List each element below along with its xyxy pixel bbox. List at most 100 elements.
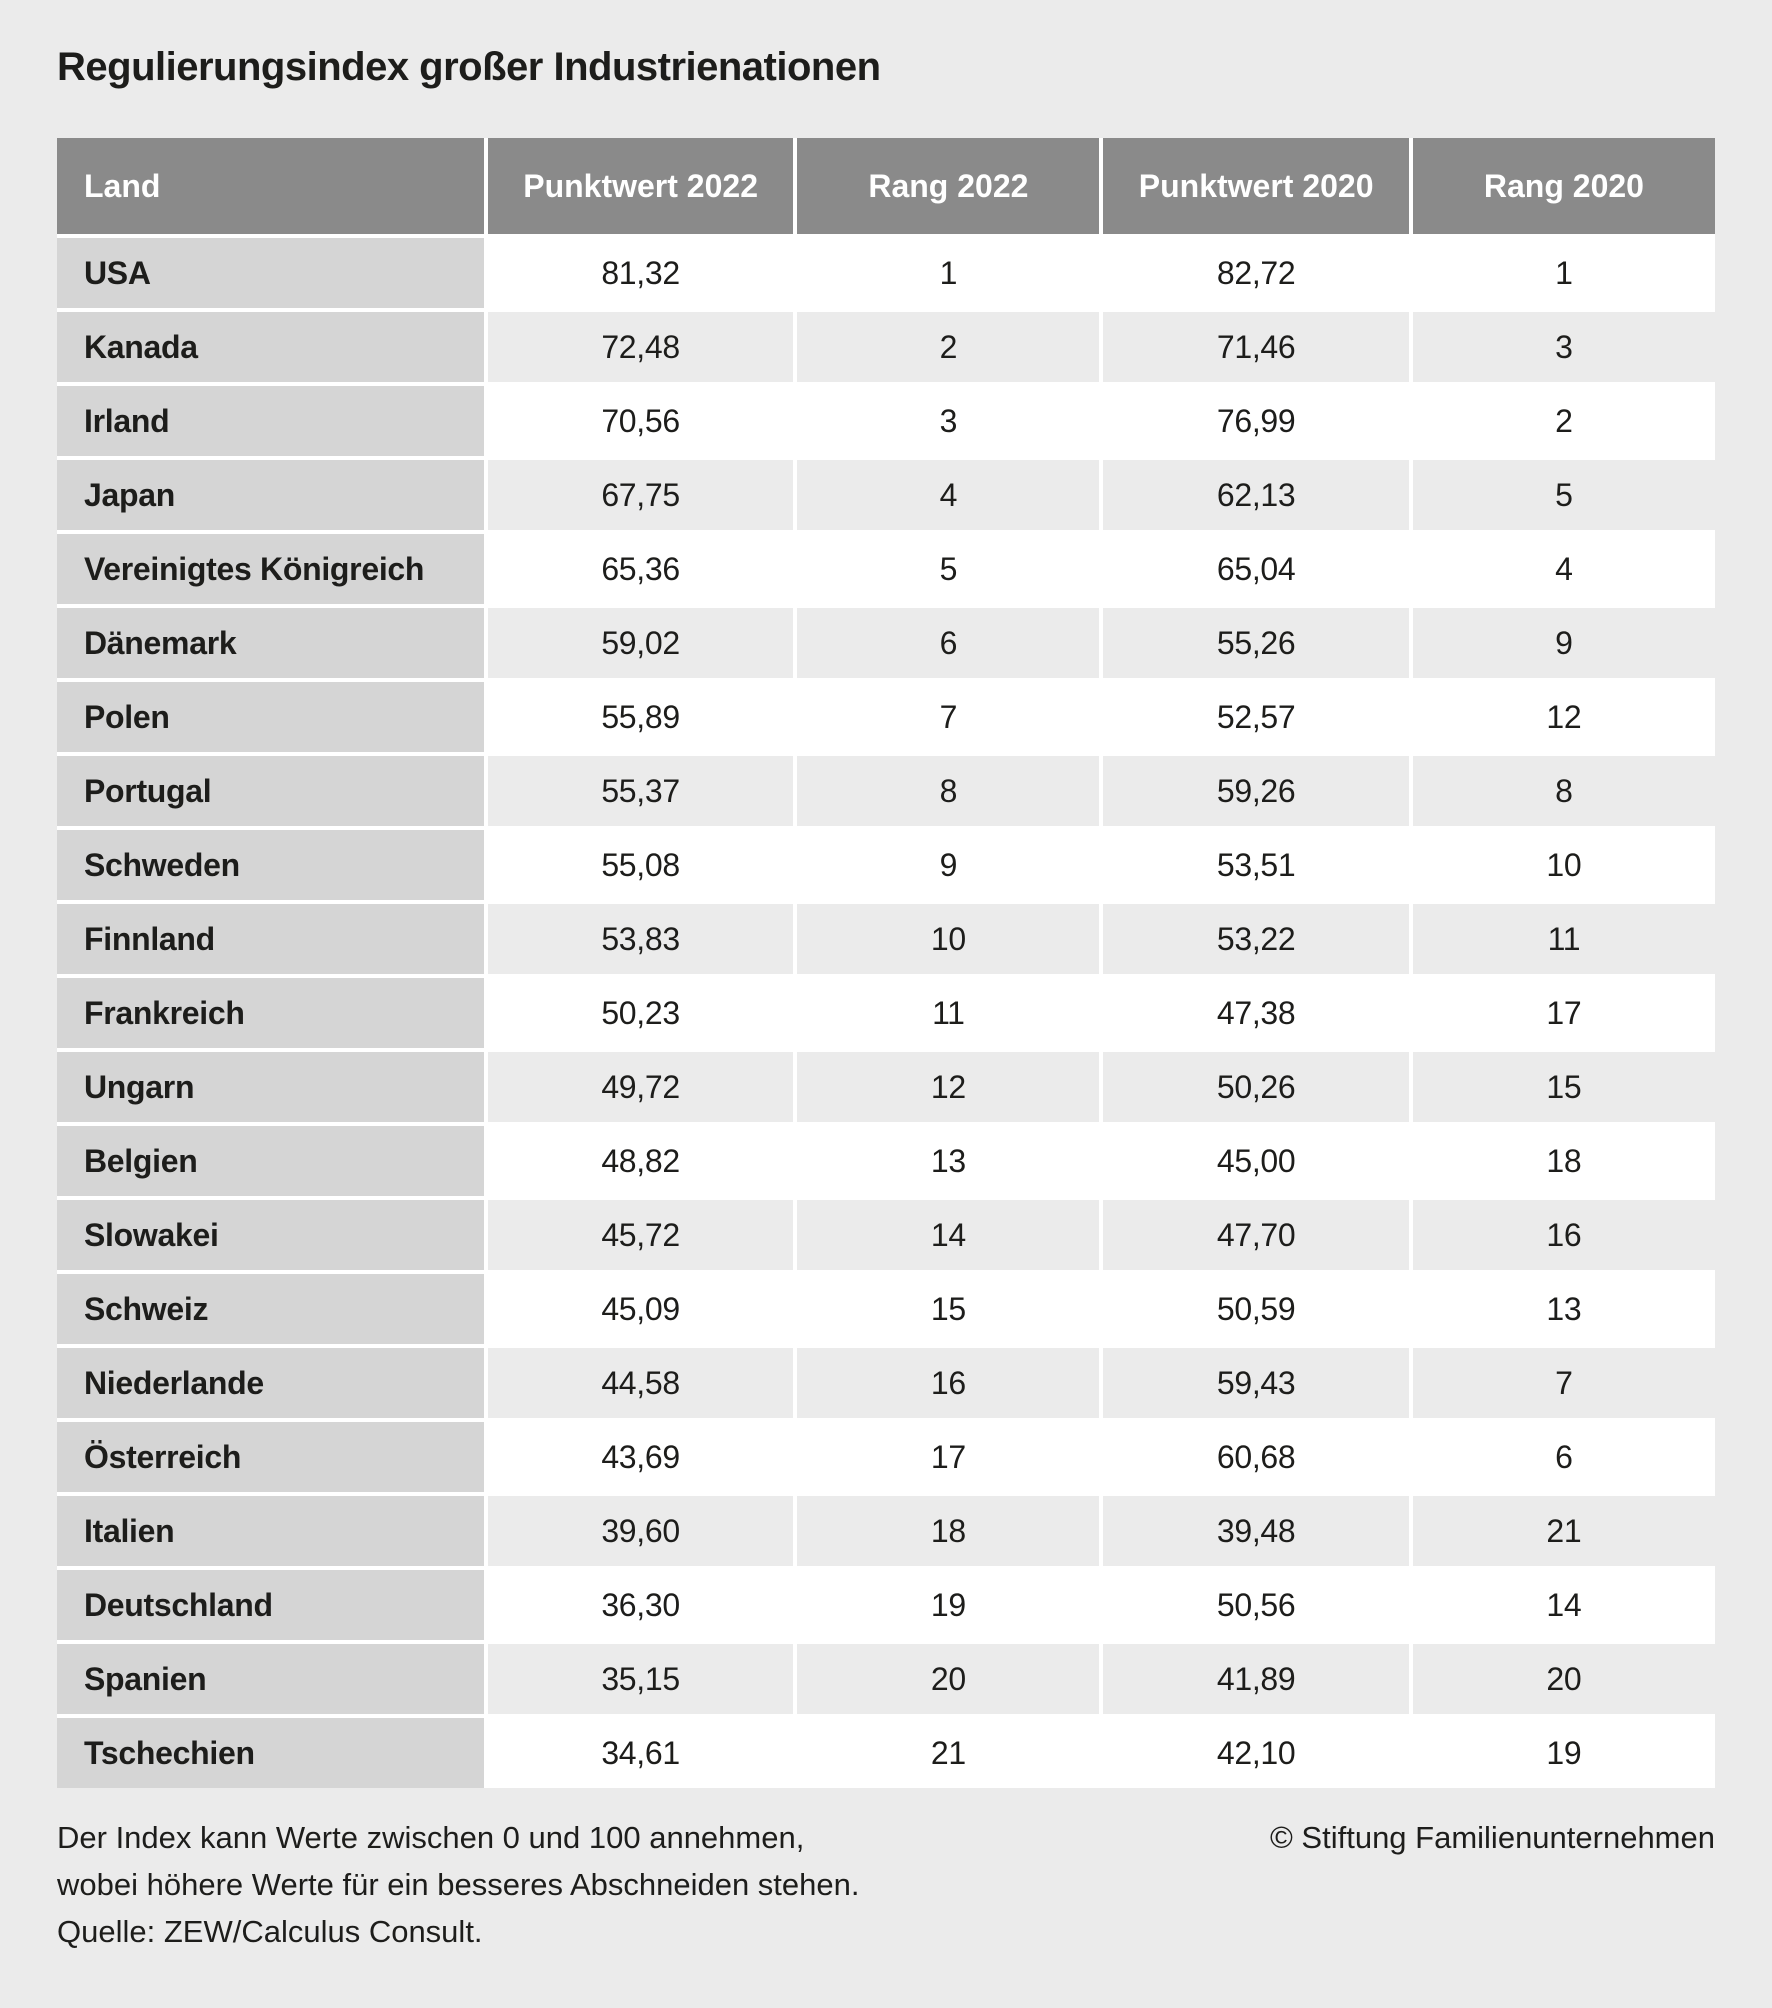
- value-cell: 43,69: [487, 1422, 794, 1492]
- land-cell: Slowakei: [57, 1200, 484, 1270]
- value-cell: 16: [1412, 1200, 1715, 1270]
- value-cell: 9: [797, 830, 1100, 900]
- col-header-rang-2022: Rang 2022: [797, 138, 1100, 234]
- value-cell: 48,82: [487, 1126, 794, 1196]
- value-cell: 34,61: [487, 1718, 794, 1788]
- footnote-line-1: Der Index kann Werte zwischen 0 und 100 …: [57, 1820, 805, 1855]
- land-cell: Kanada: [57, 312, 484, 382]
- footer: Der Index kann Werte zwischen 0 und 100 …: [57, 1814, 1715, 1955]
- footnote: Der Index kann Werte zwischen 0 und 100 …: [57, 1814, 860, 1955]
- value-cell: 82,72: [1103, 238, 1409, 308]
- value-cell: 2: [1412, 386, 1715, 456]
- value-cell: 5: [797, 534, 1100, 604]
- value-cell: 14: [1412, 1570, 1715, 1640]
- table-row: USA 81,32 1 82,72 1: [57, 238, 1715, 308]
- table-row: Tschechien 34,61 21 42,10 19: [57, 1718, 1715, 1788]
- land-cell: Deutschland: [57, 1570, 484, 1640]
- value-cell: 50,59: [1103, 1274, 1409, 1344]
- land-cell: Spanien: [57, 1644, 484, 1714]
- value-cell: 3: [797, 386, 1100, 456]
- table-row: Irland 70,56 3 76,99 2: [57, 386, 1715, 456]
- value-cell: 12: [1412, 682, 1715, 752]
- value-cell: 10: [1412, 830, 1715, 900]
- value-cell: 65,36: [487, 534, 794, 604]
- land-cell: Belgien: [57, 1126, 484, 1196]
- value-cell: 53,22: [1103, 904, 1409, 974]
- table-row: Frankreich 50,23 11 47,38 17: [57, 978, 1715, 1048]
- table-row: Kanada 72,48 2 71,46 3: [57, 312, 1715, 382]
- value-cell: 11: [1412, 904, 1715, 974]
- value-cell: 53,83: [487, 904, 794, 974]
- regulation-table: Land Punktwert 2022 Rang 2022 Punktwert …: [57, 138, 1715, 1788]
- value-cell: 59,02: [487, 608, 794, 678]
- value-cell: 39,48: [1103, 1496, 1409, 1566]
- value-cell: 4: [797, 460, 1100, 530]
- value-cell: 17: [797, 1422, 1100, 1492]
- value-cell: 59,26: [1103, 756, 1409, 826]
- regulation-table-wrap: Land Punktwert 2022 Rang 2022 Punktwert …: [57, 138, 1715, 1788]
- land-cell: Schweiz: [57, 1274, 484, 1344]
- value-cell: 5: [1412, 460, 1715, 530]
- value-cell: 42,10: [1103, 1718, 1409, 1788]
- value-cell: 19: [1412, 1718, 1715, 1788]
- col-header-land: Land: [57, 138, 484, 234]
- value-cell: 35,15: [487, 1644, 794, 1714]
- table-row: Deutschland 36,30 19 50,56 14: [57, 1570, 1715, 1640]
- value-cell: 18: [797, 1496, 1100, 1566]
- land-cell: Österreich: [57, 1422, 484, 1492]
- value-cell: 45,09: [487, 1274, 794, 1344]
- value-cell: 47,70: [1103, 1200, 1409, 1270]
- value-cell: 76,99: [1103, 386, 1409, 456]
- table-row: Ungarn 49,72 12 50,26 15: [57, 1052, 1715, 1122]
- table-row: Portugal 55,37 8 59,26 8: [57, 756, 1715, 826]
- table-row: Dänemark 59,02 6 55,26 9: [57, 608, 1715, 678]
- value-cell: 6: [1412, 1422, 1715, 1492]
- value-cell: 49,72: [487, 1052, 794, 1122]
- table-row: Slowakei 45,72 14 47,70 16: [57, 1200, 1715, 1270]
- value-cell: 3: [1412, 312, 1715, 382]
- land-cell: Irland: [57, 386, 484, 456]
- value-cell: 4: [1412, 534, 1715, 604]
- value-cell: 7: [1412, 1348, 1715, 1418]
- land-cell: Polen: [57, 682, 484, 752]
- table-row: Österreich 43,69 17 60,68 6: [57, 1422, 1715, 1492]
- footnote-line-2: wobei höhere Werte für ein besseres Absc…: [57, 1867, 860, 1902]
- col-header-punktwert-2022: Punktwert 2022: [487, 138, 794, 234]
- value-cell: 20: [797, 1644, 1100, 1714]
- value-cell: 52,57: [1103, 682, 1409, 752]
- col-header-rang-2020: Rang 2020: [1412, 138, 1715, 234]
- value-cell: 18: [1412, 1126, 1715, 1196]
- land-cell: Portugal: [57, 756, 484, 826]
- land-cell: Ungarn: [57, 1052, 484, 1122]
- table-row: Spanien 35,15 20 41,89 20: [57, 1644, 1715, 1714]
- value-cell: 81,32: [487, 238, 794, 308]
- value-cell: 55,26: [1103, 608, 1409, 678]
- value-cell: 20: [1412, 1644, 1715, 1714]
- table-row: Vereinigtes Königreich 65,36 5 65,04 4: [57, 534, 1715, 604]
- value-cell: 41,89: [1103, 1644, 1409, 1714]
- value-cell: 44,58: [487, 1348, 794, 1418]
- value-cell: 1: [1412, 238, 1715, 308]
- value-cell: 67,75: [487, 460, 794, 530]
- value-cell: 55,37: [487, 756, 794, 826]
- value-cell: 10: [797, 904, 1100, 974]
- value-cell: 9: [1412, 608, 1715, 678]
- copyright-notice: © Stiftung Familienunternehmen: [1269, 1820, 1715, 1855]
- page-title: Regulierungsindex großer Industrienation…: [57, 45, 881, 89]
- value-cell: 13: [797, 1126, 1100, 1196]
- header-row: Land Punktwert 2022 Rang 2022 Punktwert …: [57, 138, 1715, 234]
- value-cell: 60,68: [1103, 1422, 1409, 1492]
- value-cell: 12: [797, 1052, 1100, 1122]
- value-cell: 21: [1412, 1496, 1715, 1566]
- table-row: Italien 39,60 18 39,48 21: [57, 1496, 1715, 1566]
- table-row: Finnland 53,83 10 53,22 11: [57, 904, 1715, 974]
- table-row: Polen 55,89 7 52,57 12: [57, 682, 1715, 752]
- value-cell: 65,04: [1103, 534, 1409, 604]
- land-cell: Dänemark: [57, 608, 484, 678]
- land-cell: USA: [57, 238, 484, 308]
- land-cell: Vereinigtes Königreich: [57, 534, 484, 604]
- table-row: Belgien 48,82 13 45,00 18: [57, 1126, 1715, 1196]
- land-cell: Niederlande: [57, 1348, 484, 1418]
- table-row: Niederlande 44,58 16 59,43 7: [57, 1348, 1715, 1418]
- land-cell: Tschechien: [57, 1718, 484, 1788]
